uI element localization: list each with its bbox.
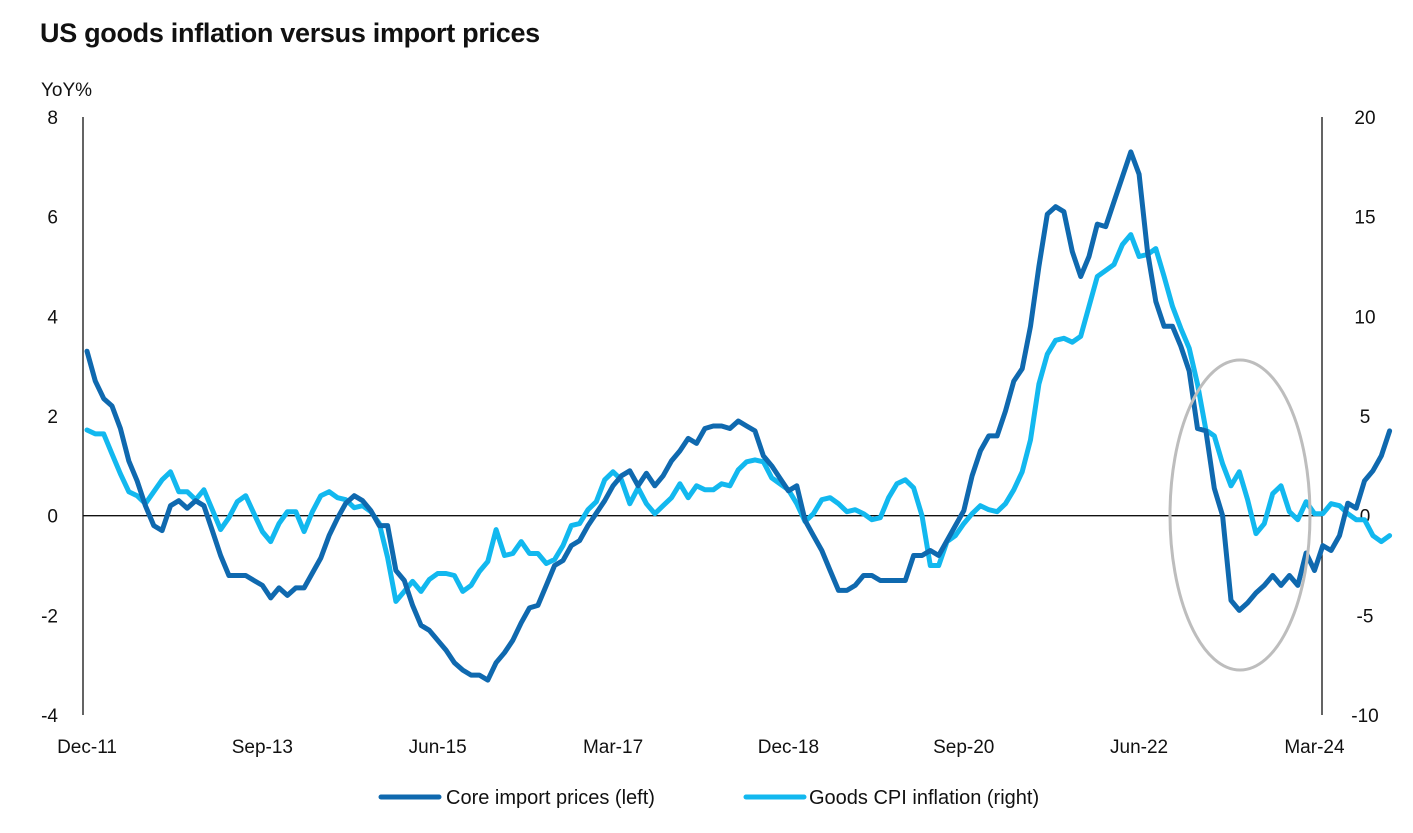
right-tick-label: 5 xyxy=(1360,407,1371,428)
x-tick-label: Mar-24 xyxy=(1284,737,1345,758)
series-line-goods-cpi-inflation xyxy=(84,232,1393,604)
left-tick-label: 2 xyxy=(47,407,58,428)
left-tick-label: -2 xyxy=(41,606,58,627)
series-layer xyxy=(84,149,1393,683)
right-tick-label: 15 xyxy=(1354,208,1375,229)
left-tick-label: 4 xyxy=(47,307,58,328)
x-tick-label: Jun-15 xyxy=(409,737,467,758)
x-tick-label: Dec-11 xyxy=(57,737,117,758)
right-tick-label: -5 xyxy=(1357,606,1374,627)
axes xyxy=(82,117,1323,715)
highlight-ellipse xyxy=(1168,358,1312,672)
legend-label-core: Core import prices (left) xyxy=(446,787,655,809)
right-tick-label: -10 xyxy=(1351,706,1378,727)
left-tick-label: 8 xyxy=(47,108,58,129)
legend: Core import prices (left) Goods CPI infl… xyxy=(378,787,1039,809)
left-tick-label: -4 xyxy=(41,706,58,727)
right-tick-label: 0 xyxy=(1360,507,1371,528)
x-tick-label: Jun-22 xyxy=(1110,737,1168,758)
left-axis-ticks: 8 6 4 2 0 -2 -4 xyxy=(41,108,58,727)
y-axis-unit-label: YoY% xyxy=(41,80,92,101)
chart-title: US goods inflation versus import prices xyxy=(40,18,540,48)
x-tick-label: Sep-20 xyxy=(933,737,994,758)
left-tick-label: 6 xyxy=(47,208,58,229)
x-tick-label: Sep-13 xyxy=(232,737,293,758)
x-axis-ticks: Dec-11 Sep-13 Jun-15 Mar-17 Dec-18 Sep-20 Jun-… xyxy=(57,737,1345,758)
x-tick-label: Mar-17 xyxy=(583,737,643,758)
right-tick-label: 10 xyxy=(1354,307,1375,328)
left-tick-label: 0 xyxy=(47,507,58,528)
x-tick-label: Dec-18 xyxy=(758,737,819,758)
legend-label-goods: Goods CPI inflation (right) xyxy=(809,787,1039,809)
right-axis-ticks: 20 15 10 5 0 -5 -10 xyxy=(1351,108,1378,727)
right-tick-label: 20 xyxy=(1354,108,1375,129)
series-line-core-import-prices xyxy=(84,149,1393,683)
